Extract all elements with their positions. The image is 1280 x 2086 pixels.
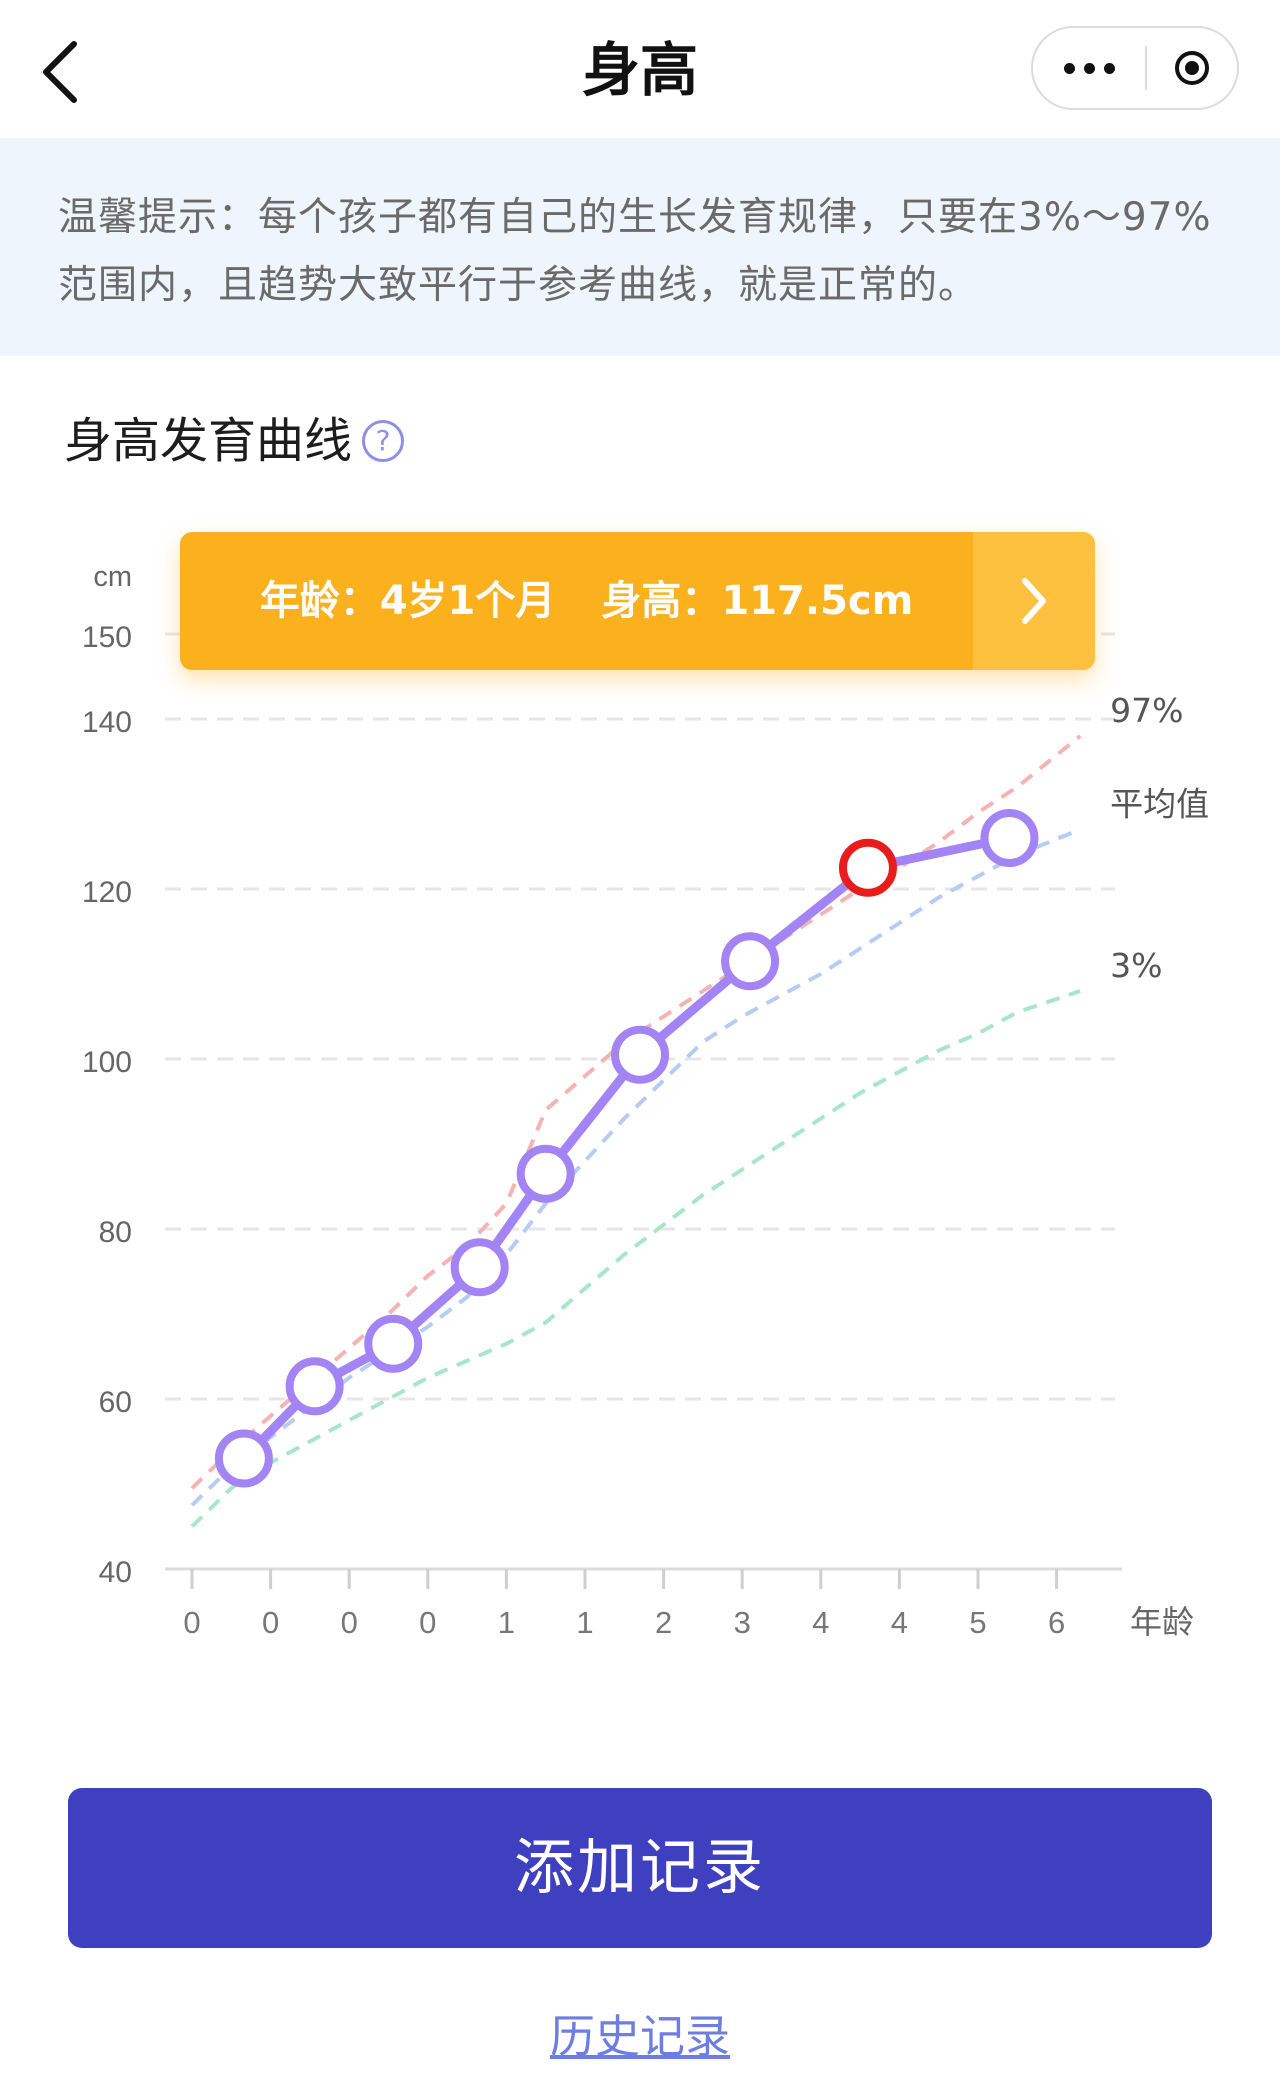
more-dot-icon bbox=[1083, 62, 1095, 74]
section-title-text: 身高发育曲线 bbox=[64, 413, 353, 469]
miniprogram-capsule bbox=[1031, 26, 1239, 110]
chevron-right-icon bbox=[1022, 578, 1046, 624]
reference-line-label: 97% bbox=[1110, 691, 1183, 730]
x-axis-label: 年龄 bbox=[1130, 1603, 1194, 1641]
x-tick-label: 0 bbox=[262, 1605, 279, 1640]
record-point[interactable] bbox=[516, 1144, 575, 1203]
reference-line-1 bbox=[190, 827, 1081, 1507]
page-title: 身高 bbox=[581, 36, 698, 104]
more-dot-icon bbox=[1063, 62, 1075, 74]
height-value: 117.5cm bbox=[721, 578, 914, 624]
add-record-button[interactable]: 添加记录 bbox=[68, 1788, 1212, 1948]
tip-banner: 温馨提示：每个孩子都有自己的生长发育规律，只要在3%～97%范围内，且趋势大致平… bbox=[0, 138, 1280, 356]
x-tick-label: 1 bbox=[576, 1605, 593, 1640]
record-point[interactable] bbox=[611, 1025, 670, 1084]
history-link[interactable]: 历史记录 bbox=[549, 2010, 730, 2063]
x-tick-label: 5 bbox=[969, 1605, 986, 1640]
reference-line-label: 3% bbox=[1110, 946, 1162, 985]
y-unit-label: cm bbox=[93, 561, 132, 593]
record-point[interactable] bbox=[285, 1357, 344, 1416]
chart-section-title: 身高发育曲线 ? bbox=[64, 406, 405, 476]
selected-record-label: 年龄：4岁1个月 身高：117.5cm bbox=[180, 532, 973, 670]
more-button[interactable] bbox=[1033, 28, 1145, 108]
nav-bar: 身高 bbox=[0, 0, 1280, 138]
more-dot-icon bbox=[1103, 62, 1115, 74]
banner-arrow bbox=[973, 532, 1095, 670]
x-tick-label: 3 bbox=[734, 1605, 751, 1640]
record-point[interactable] bbox=[364, 1314, 423, 1373]
x-tick-label: 0 bbox=[341, 1605, 358, 1640]
record-point[interactable] bbox=[721, 932, 780, 991]
x-tick-label: 6 bbox=[1048, 1605, 1065, 1640]
y-tick-label: 140 bbox=[82, 706, 132, 739]
x-tick-label: 4 bbox=[812, 1605, 829, 1640]
x-tick-label: 0 bbox=[419, 1605, 436, 1640]
y-tick-label: 100 bbox=[82, 1046, 132, 1079]
selected-record-point[interactable] bbox=[838, 838, 897, 897]
y-tick-label: 40 bbox=[99, 1556, 132, 1589]
y-tick-label: 60 bbox=[99, 1386, 132, 1419]
record-point[interactable] bbox=[450, 1238, 509, 1297]
record-point[interactable] bbox=[214, 1429, 273, 1488]
x-tick-label: 1 bbox=[498, 1605, 515, 1640]
back-button[interactable] bbox=[30, 32, 90, 112]
selected-record-banner[interactable]: 年龄：4岁1个月 身高：117.5cm bbox=[180, 532, 1095, 670]
x-tick-label: 4 bbox=[891, 1605, 908, 1640]
capsule-divider bbox=[1145, 46, 1147, 90]
close-miniprogram-button[interactable] bbox=[1147, 28, 1237, 108]
x-tick-label: 2 bbox=[655, 1605, 672, 1640]
back-arrow-icon bbox=[43, 41, 77, 103]
record-point[interactable] bbox=[980, 809, 1039, 867]
height-label: 身高： bbox=[601, 578, 722, 624]
age-value: 4岁1个月 bbox=[379, 578, 556, 624]
y-tick-label: 150 bbox=[82, 621, 132, 654]
reference-line-2 bbox=[190, 989, 1081, 1528]
age-label: 年龄： bbox=[259, 578, 380, 624]
y-tick-label: 80 bbox=[99, 1216, 132, 1249]
x-tick-label: 0 bbox=[183, 1605, 200, 1640]
height-growth-chart: 40 60 80 100 120 140 150 cm 0 0 0 0 1 1 2 3 4 4 5 6 年龄 97% 平均值… bbox=[82, 561, 1209, 1641]
reference-line-label: 平均值 bbox=[1110, 785, 1209, 824]
help-question-icon[interactable]: ? bbox=[362, 420, 405, 462]
target-close-icon bbox=[1175, 51, 1209, 85]
record-line bbox=[240, 833, 1011, 1462]
y-tick-label: 120 bbox=[82, 876, 132, 909]
